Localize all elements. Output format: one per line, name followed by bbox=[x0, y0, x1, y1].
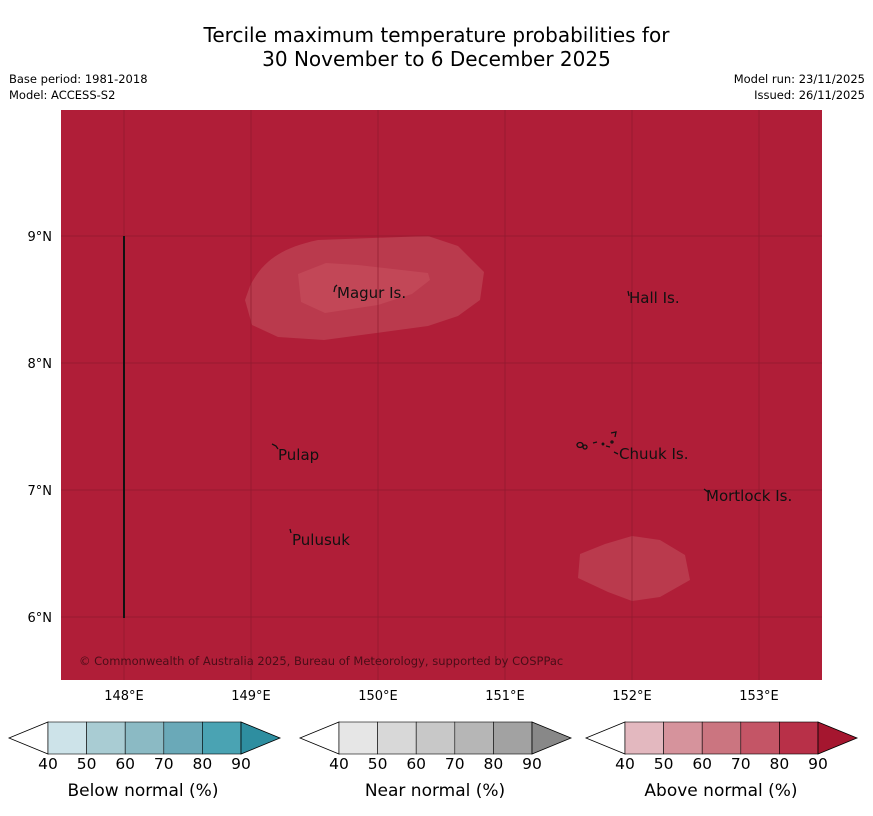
colorbar-segment bbox=[377, 721, 417, 755]
colorbar-tick-label: 80 bbox=[192, 755, 213, 773]
colorbar-tick-label: 40 bbox=[329, 755, 349, 773]
lat-tick-label: 8°N bbox=[28, 357, 53, 372]
island-chuuk-1 bbox=[576, 441, 584, 449]
chart-title-line-1: Tercile maximum temperature probabilitie… bbox=[203, 23, 670, 47]
colorbar-tick-label: 70 bbox=[153, 755, 174, 773]
colorbar-segment bbox=[86, 721, 126, 755]
colorbar-tick-label: 40 bbox=[615, 755, 635, 773]
island-chuuk-5 bbox=[605, 445, 611, 448]
colorbar-segment bbox=[624, 721, 664, 755]
island-chuuk-4 bbox=[601, 442, 605, 446]
colorbar-title: Above normal (%) bbox=[644, 781, 798, 801]
colorbar-tick-label: 60 bbox=[406, 755, 427, 773]
colorbar-title: Near normal (%) bbox=[364, 781, 506, 801]
colorbar-segment bbox=[47, 721, 87, 755]
lat-tick-label: 9°N bbox=[28, 230, 53, 245]
island-hall bbox=[627, 290, 630, 297]
island-pulap bbox=[271, 443, 279, 450]
lon-tick-label: 149°E bbox=[231, 689, 271, 704]
lat-tick-label: 7°N bbox=[28, 484, 53, 499]
place-label: Pulap bbox=[278, 446, 319, 464]
island-chuuk-6 bbox=[610, 431, 617, 438]
colorbar-tick-label: 70 bbox=[444, 755, 465, 773]
colorbar-tick-label: 80 bbox=[483, 755, 504, 773]
meta-left: Base period: 1981-2018 Model: ACCESS-S2 bbox=[9, 71, 148, 103]
colorbar-under-triangle bbox=[298, 721, 340, 755]
lat-tick-label: 6°N bbox=[28, 611, 53, 626]
place-label: Mortlock Is. bbox=[706, 487, 792, 505]
lon-tick-label: 150°E bbox=[358, 689, 398, 704]
copyright-text: © Commonwealth of Australia 2025, Bureau… bbox=[79, 654, 563, 668]
colorbar-under-triangle bbox=[7, 721, 49, 755]
colorbar-segment bbox=[124, 721, 165, 755]
place-label: Pulusuk bbox=[292, 531, 350, 549]
colorbar-segment bbox=[701, 721, 742, 755]
colorbar-near-normal bbox=[298, 721, 573, 755]
contour-region-south bbox=[578, 536, 690, 601]
colorbar-segment bbox=[202, 721, 242, 755]
lon-tick-label: 153°E bbox=[739, 689, 779, 704]
meta-right: Model run: 23/11/2025 Issued: 26/11/2025 bbox=[734, 71, 865, 103]
colorbar-tick-label: 60 bbox=[692, 755, 713, 773]
colorbar-title: Below normal (%) bbox=[67, 781, 219, 801]
island-mortlock bbox=[703, 488, 709, 493]
colorbar-below-normal bbox=[7, 721, 282, 755]
colorbar-segment bbox=[415, 721, 456, 755]
island-chuuk-2 bbox=[582, 444, 588, 450]
place-label: Hall Is. bbox=[629, 289, 680, 307]
lon-tick-label: 151°E bbox=[485, 689, 525, 704]
colorbar-tick-label: 50 bbox=[653, 755, 674, 773]
place-label: Magur Is. bbox=[337, 284, 406, 302]
colorbar-segment bbox=[454, 721, 494, 755]
issued-text: Issued: 26/11/2025 bbox=[754, 88, 865, 102]
colorbar-tick-label: 90 bbox=[808, 755, 828, 773]
colorbar-tick-label: 60 bbox=[115, 755, 136, 773]
island-chuuk-8 bbox=[610, 440, 614, 444]
colorbar-segment bbox=[740, 721, 780, 755]
colorbar-over-triangle bbox=[817, 721, 859, 755]
island-chuuk-7 bbox=[613, 451, 619, 455]
island-pulusuk bbox=[289, 528, 292, 534]
colorbar-segment bbox=[163, 721, 203, 755]
model-text: Model: ACCESS-S2 bbox=[9, 88, 116, 102]
colorbar-tick-label: 90 bbox=[231, 755, 251, 773]
colorbar-segment bbox=[338, 721, 378, 755]
colorbar-segment bbox=[779, 721, 819, 755]
colorbar-over-triangle bbox=[531, 721, 573, 755]
island-chuuk-3 bbox=[592, 441, 598, 444]
lon-tick-label: 148°E bbox=[104, 689, 144, 704]
lon-tick-label: 152°E bbox=[612, 689, 652, 704]
colorbar-tick-label: 80 bbox=[769, 755, 790, 773]
chart-title-line-2: 30 November to 6 December 2025 bbox=[262, 47, 611, 71]
colorbar-tick-label: 90 bbox=[522, 755, 542, 773]
colorbar-above-normal bbox=[584, 721, 859, 755]
colorbar-segment bbox=[663, 721, 703, 755]
model-run-text: Model run: 23/11/2025 bbox=[733, 72, 865, 86]
colorbar-tick-label: 50 bbox=[76, 755, 97, 773]
islands bbox=[271, 284, 709, 534]
colorbar-under-triangle bbox=[584, 721, 626, 755]
island-magur bbox=[333, 284, 338, 293]
island-chuuk-group bbox=[576, 431, 619, 455]
colorbar-tick-label: 40 bbox=[38, 755, 58, 773]
colorbar-segment bbox=[493, 721, 533, 755]
place-labels: Magur Is. Hall Is. Pulap Chuuk Is. Mortl… bbox=[278, 284, 792, 549]
contour-region-north-inner bbox=[298, 263, 430, 313]
colorbar-over-triangle bbox=[240, 721, 282, 755]
base-period-text: Base period: 1981-2018 bbox=[9, 72, 148, 86]
lon-tick-labels: 148°E 149°E 150°E 151°E 152°E 153°E bbox=[104, 689, 779, 704]
map-background bbox=[61, 110, 822, 680]
lat-tick-labels: 9°N 8°N 7°N 6°N bbox=[28, 230, 53, 626]
colorbar-tick-label: 50 bbox=[367, 755, 388, 773]
place-label: Chuuk Is. bbox=[619, 445, 688, 463]
colorbar-tick-label: 70 bbox=[730, 755, 751, 773]
